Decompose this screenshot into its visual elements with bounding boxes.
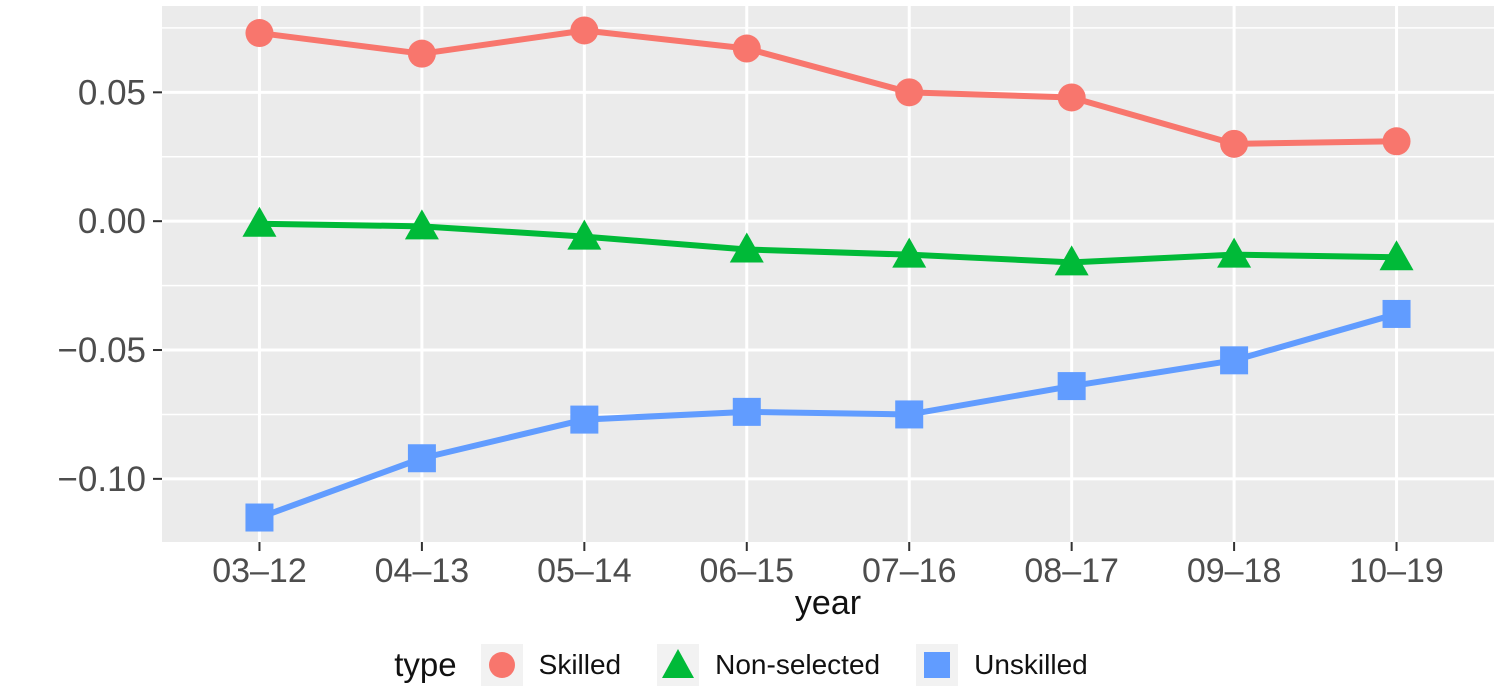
circle-marker-icon (488, 652, 515, 678)
series-line-non-selected (256, 220, 1400, 266)
x-tick-label: 05–14 (537, 552, 632, 590)
data-point-circle (407, 39, 436, 68)
data-point-circle (1382, 127, 1411, 156)
y-tick-label: −0.10 (57, 460, 146, 499)
data-point-circle (1057, 83, 1086, 112)
data-point-square (732, 397, 761, 426)
series-line-unskilled (256, 310, 1400, 521)
data-point-square (895, 400, 924, 429)
data-point-triangle (1217, 237, 1252, 268)
data-point-circle (570, 16, 599, 45)
data-point-circle (1220, 129, 1249, 158)
data-point-square (407, 444, 436, 473)
x-tick-label: 06–15 (700, 552, 795, 590)
series-line-skilled (256, 27, 1400, 147)
legend-label: Non-selected (715, 649, 881, 680)
legend-title: type (394, 646, 457, 683)
legend-item-unskilled: Unskilled (916, 644, 1088, 686)
legend-key-box (916, 644, 959, 686)
x-tick-label: 08–17 (1024, 552, 1119, 590)
legend-label: Skilled (538, 649, 622, 680)
data-point-triangle (404, 209, 439, 240)
x-tick-label: 10–19 (1349, 552, 1444, 590)
square-marker-icon (924, 652, 951, 678)
legend-label: Unskilled (974, 649, 1088, 680)
data-point-square (1057, 372, 1086, 401)
y-tick-label: 0.00 (78, 202, 146, 241)
data-point-triangle (567, 219, 602, 250)
data-point-square (570, 405, 599, 434)
y-tick-label: 0.05 (78, 73, 146, 112)
y-tick-label: −0.05 (57, 331, 146, 370)
legend-key-box (480, 644, 523, 686)
data-point-triangle (242, 206, 277, 237)
data-point-triangle (892, 237, 927, 268)
x-tick-label: 03–12 (212, 552, 307, 590)
triangle-marker-icon (662, 649, 695, 678)
data-point-triangle (1379, 240, 1414, 271)
data-point-circle (732, 34, 761, 63)
data-point-square (1220, 346, 1249, 375)
x-tick-label: 09–18 (1187, 552, 1282, 590)
data-point-square (245, 503, 274, 532)
plot-area: 0.05 0.00 −0.05 −0.10 03–12 04–13 05–14 06–15 07… (57, 6, 1494, 590)
panel-background (162, 6, 1494, 542)
legend-item-skilled: Skilled (480, 644, 622, 686)
legend-item-non-selected: Non-selected (657, 644, 880, 686)
data-point-triangle (1054, 245, 1089, 276)
legend: type Skilled Non-selected (0, 636, 1500, 694)
x-axis-title: year (794, 584, 862, 622)
x-tick-label: 04–13 (375, 552, 470, 590)
legend-key-box (657, 644, 700, 686)
data-point-triangle (729, 232, 764, 263)
data-point-circle (895, 78, 924, 107)
x-tick-label: 07–16 (862, 552, 957, 590)
data-point-square (1382, 299, 1411, 328)
data-point-circle (245, 19, 274, 48)
